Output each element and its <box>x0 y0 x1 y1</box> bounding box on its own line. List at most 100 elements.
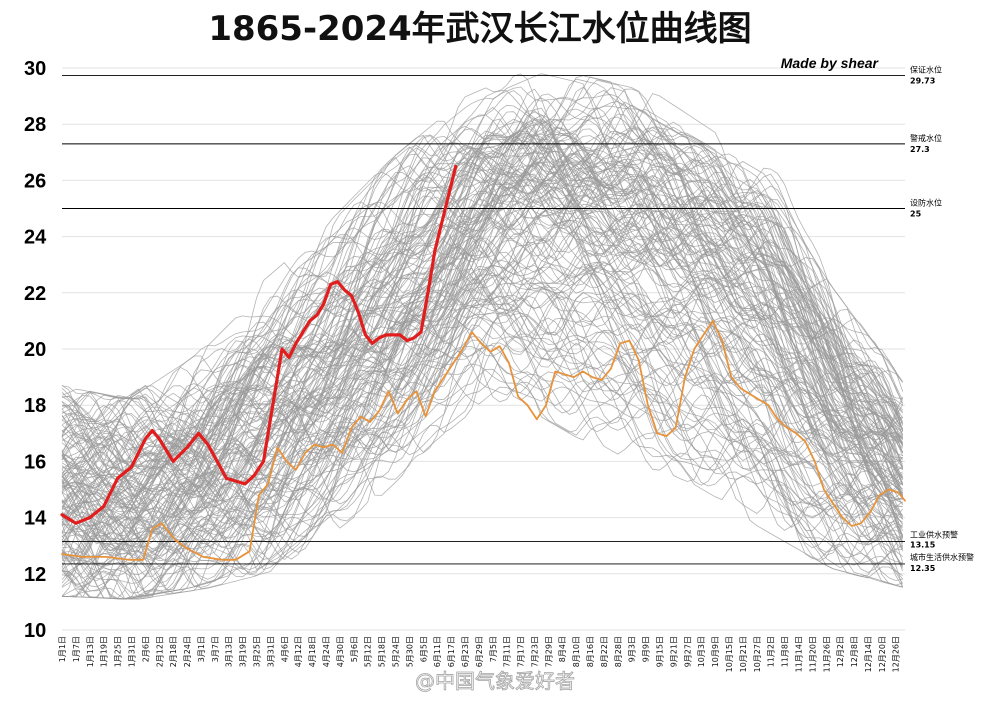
highlight-series <box>60 164 906 561</box>
historical-line <box>61 204 904 567</box>
historical-line <box>61 237 904 599</box>
historical-line <box>61 268 903 598</box>
x-tick-label: 4月18日 <box>308 636 317 667</box>
x-tick-label: 7月23日 <box>530 636 539 667</box>
historical-line <box>61 226 903 561</box>
historical-line <box>61 167 903 504</box>
x-tick-label: 2月12日 <box>155 636 164 667</box>
x-tick-label: 11月20日 <box>808 636 817 672</box>
x-tick-label: 5月30日 <box>405 636 414 667</box>
historical-line <box>61 172 903 587</box>
historical-line <box>61 265 904 584</box>
x-tick-label: 10月9日 <box>711 636 720 667</box>
historical-line <box>61 180 903 552</box>
x-tick-label: 9月27日 <box>683 636 692 667</box>
x-tick-label: 9月21日 <box>669 636 678 667</box>
y-tick-label: 24 <box>24 227 47 249</box>
x-tick-label: 10月15日 <box>725 636 734 672</box>
x-tick-label: 10月3日 <box>697 636 706 667</box>
historical-line <box>61 155 904 500</box>
historical-line <box>61 89 904 498</box>
historical-line <box>61 139 904 488</box>
x-tick-label: 11月8日 <box>781 636 790 667</box>
historical-line <box>61 73 904 441</box>
historical-line <box>61 113 903 529</box>
historical-line <box>61 309 903 598</box>
x-tick-label: 9月15日 <box>656 636 665 667</box>
historical-line <box>61 296 903 600</box>
reference-line-value: 25 <box>910 210 922 219</box>
x-tick-label: 9月9日 <box>642 636 651 662</box>
reference-line-value: 29.73 <box>910 77 935 86</box>
y-axis-ticks: 10 12 14 16 18 20 22 24 26 28 30 <box>24 58 47 642</box>
x-tick-label: 8月10日 <box>572 636 581 667</box>
historical-line <box>61 172 903 579</box>
x-tick-label: 11月26日 <box>822 636 831 672</box>
historical-line <box>61 276 903 577</box>
historical-line <box>62 282 903 565</box>
x-tick-label: 7月11日 <box>503 636 512 667</box>
x-tick-label: 1月31日 <box>127 636 136 667</box>
x-tick-label: 7月29日 <box>544 636 553 667</box>
watermark: @中国气象爱好者 <box>415 669 575 693</box>
x-tick-label: 6月17日 <box>447 636 456 667</box>
series-line-dry-year <box>61 320 906 561</box>
x-tick-label: 3月7日 <box>211 636 220 662</box>
historical-line <box>61 208 903 538</box>
historical-line <box>61 155 903 557</box>
y-tick-label: 14 <box>24 508 47 530</box>
historical-line <box>61 363 903 600</box>
x-tick-label: 8月16日 <box>586 636 595 667</box>
historical-line <box>61 202 903 565</box>
x-tick-label: 4月30日 <box>336 636 345 667</box>
x-tick-label: 5月24日 <box>391 636 400 667</box>
x-tick-label: 6月5日 <box>419 636 428 662</box>
y-tick-label: 12 <box>24 564 46 586</box>
historical-line <box>61 151 904 553</box>
historical-line <box>61 300 904 580</box>
historical-line <box>61 136 903 519</box>
historical-line <box>61 73 904 437</box>
historical-line <box>61 145 904 524</box>
series-line-2024 <box>60 164 458 525</box>
historical-line <box>61 127 904 514</box>
reference-line-value: 12.35 <box>910 564 936 573</box>
x-tick-label: 2月6日 <box>141 636 150 662</box>
historical-line <box>61 114 904 515</box>
historical-line <box>61 305 904 588</box>
historical-line <box>61 196 903 599</box>
historical-line <box>61 276 904 572</box>
x-tick-label: 9月3日 <box>628 636 637 662</box>
historical-line <box>61 164 904 508</box>
x-tick-label: 7月5日 <box>489 636 498 662</box>
historical-line <box>61 144 904 508</box>
historical-line <box>61 234 904 548</box>
historical-line <box>61 158 903 561</box>
historical-line <box>61 317 903 593</box>
historical-line <box>61 79 904 471</box>
x-tick-label: 4月6日 <box>280 636 289 662</box>
historical-line <box>61 225 904 584</box>
x-tick-label: 12月14日 <box>864 636 873 672</box>
historical-line <box>61 208 904 557</box>
x-tick-label: 3月13日 <box>225 636 234 667</box>
x-tick-label: 6月11日 <box>433 636 442 667</box>
historical-line <box>61 88 903 474</box>
historical-line <box>61 86 904 500</box>
historical-line <box>61 127 903 470</box>
x-tick-label: 12月8日 <box>850 636 859 667</box>
x-tick-label: 6月23日 <box>461 636 470 667</box>
historical-line <box>61 134 903 489</box>
x-axis-ticks: 1月1日 1月7日 1月13日 1月19日 1月25日 1月31日 2月6日 2月12日 2月1… <box>58 636 901 672</box>
historical-lines <box>61 73 904 600</box>
x-tick-label: 3月31日 <box>266 636 275 667</box>
y-tick-label: 10 <box>24 620 46 642</box>
x-tick-label: 12月2日 <box>836 636 845 667</box>
historical-line <box>61 192 904 556</box>
x-tick-label: 1月7日 <box>72 636 81 662</box>
historical-line <box>61 97 903 439</box>
x-tick-label: 6月29日 <box>475 636 484 667</box>
x-tick-label: 12月20日 <box>878 636 887 672</box>
x-tick-label: 11月14日 <box>794 636 803 672</box>
x-tick-label: 2月18日 <box>169 636 178 667</box>
